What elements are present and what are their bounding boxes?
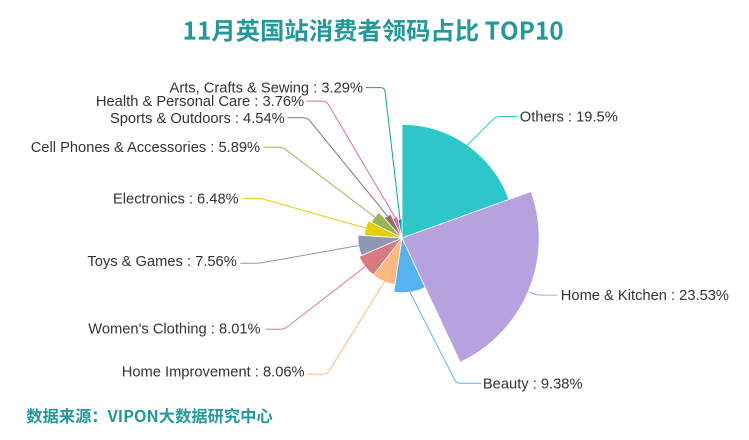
svg-text:Sports & Outdoors : 4.54%: Sports & Outdoors : 4.54%: [110, 111, 285, 127]
svg-text:Home Improvement : 8.06%: Home Improvement : 8.06%: [122, 365, 305, 381]
svg-text:Health & Personal Care : 3.76%: Health & Personal Care : 3.76%: [96, 94, 304, 110]
svg-text:Beauty : 9.38%: Beauty : 9.38%: [483, 376, 583, 392]
svg-text:Home & Kitchen : 23.53%: Home & Kitchen : 23.53%: [561, 288, 729, 304]
svg-text:Electronics : 6.48%: Electronics : 6.48%: [113, 191, 239, 207]
svg-text:Women's Clothing : 8.01%: Women's Clothing : 8.01%: [88, 322, 260, 338]
svg-text:Toys & Games : 7.56%: Toys & Games : 7.56%: [87, 254, 236, 270]
svg-text:Cell Phones & Accessories : 5.: Cell Phones & Accessories : 5.89%: [31, 140, 260, 156]
svg-text:Arts, Crafts & Sewing : 3.29%: Arts, Crafts & Sewing : 3.29%: [170, 81, 363, 97]
svg-text:Others : 19.5%: Others : 19.5%: [520, 110, 618, 126]
